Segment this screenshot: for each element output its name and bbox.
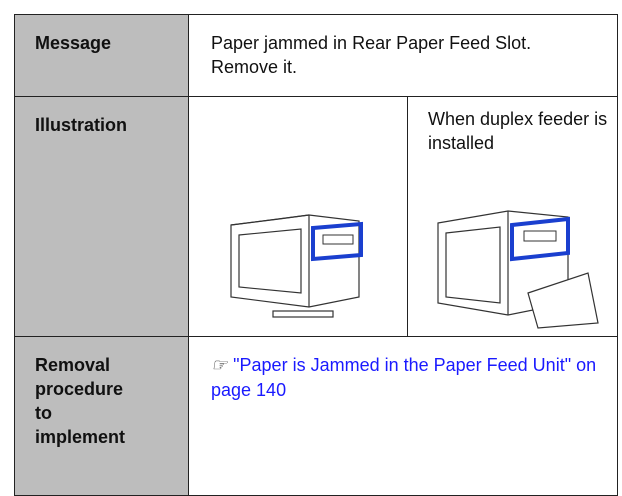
header-cell: Illustration	[14, 96, 189, 337]
printer-illustration	[230, 214, 363, 318]
note-text: When duplex feeder is installed	[428, 109, 608, 153]
reference-link[interactable]: "Paper is Jammed in the Paper Feed Unit"…	[211, 355, 597, 400]
row-label: Removal procedure to implement	[35, 355, 126, 447]
header-cell: Message	[14, 14, 189, 97]
illustration-cell	[188, 96, 408, 337]
printer-duplex-illustration	[437, 210, 599, 329]
message-text: Paper jammed in Rear Paper Feed Slot. Re…	[211, 33, 532, 77]
page: {"table": {"rows": [ ["Message", "Paper …	[14, 14, 618, 496]
header-cell: Removal procedure to implement	[14, 336, 189, 496]
table: Message Paper jammed in Rear Paper Feed …	[14, 14, 618, 496]
reference-icon: ☞	[211, 355, 228, 376]
cell: ☞ "Paper is Jammed in the Paper Feed Unit…	[188, 336, 618, 496]
row-label: Illustration	[35, 115, 128, 135]
cell: Paper jammed in Rear Paper Feed Slot. Re…	[188, 14, 618, 97]
cell: When duplex feeder is installed	[407, 96, 618, 337]
row-label: Message	[35, 33, 112, 53]
